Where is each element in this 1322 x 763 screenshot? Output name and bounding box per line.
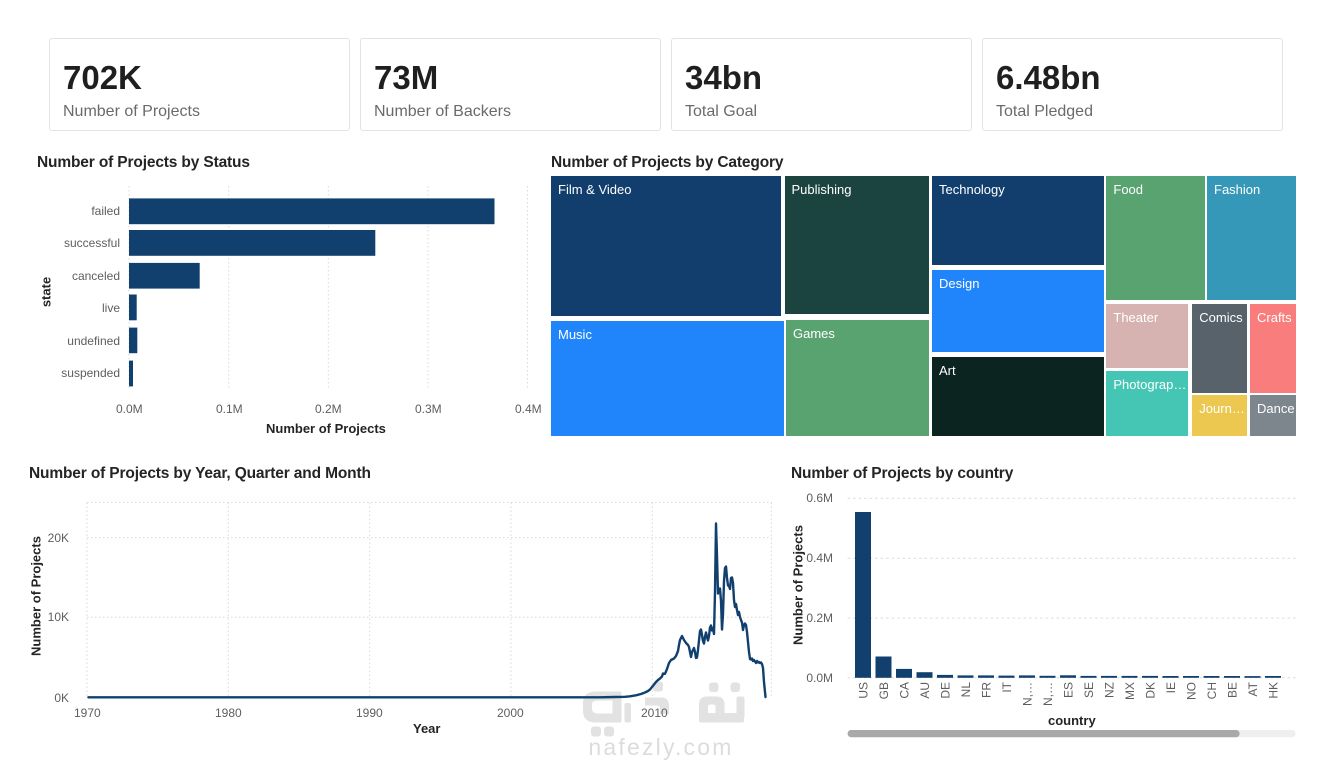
svg-text:AT: AT bbox=[1246, 681, 1260, 696]
svg-text:BE: BE bbox=[1226, 682, 1240, 698]
svg-text:NZ: NZ bbox=[1103, 682, 1117, 698]
svg-text:CH: CH bbox=[1205, 682, 1219, 699]
svg-text:IT: IT bbox=[1000, 681, 1014, 692]
svg-text:DK: DK bbox=[1144, 682, 1158, 699]
svg-text:N,…: N,… bbox=[1021, 682, 1035, 706]
svg-text:SE: SE bbox=[1082, 682, 1096, 698]
svg-text:HK: HK bbox=[1267, 682, 1281, 699]
svg-text:IE: IE bbox=[1164, 682, 1178, 693]
svg-text:DE: DE bbox=[939, 682, 953, 699]
svg-text:GB: GB bbox=[877, 682, 891, 699]
svg-text:N,…: N,… bbox=[1041, 682, 1055, 706]
svg-text:ES: ES bbox=[1062, 682, 1076, 698]
svg-text:FR: FR bbox=[980, 682, 994, 698]
svg-text:NO: NO bbox=[1185, 682, 1199, 700]
svg-text:US: US bbox=[857, 682, 871, 699]
svg-text:NL: NL bbox=[959, 682, 973, 698]
svg-text:AU: AU bbox=[918, 682, 932, 699]
svg-text:CA: CA bbox=[898, 682, 912, 699]
svg-text:MX: MX bbox=[1123, 682, 1137, 700]
svg-text:nafezly.com: nafezly.com bbox=[588, 734, 733, 760]
